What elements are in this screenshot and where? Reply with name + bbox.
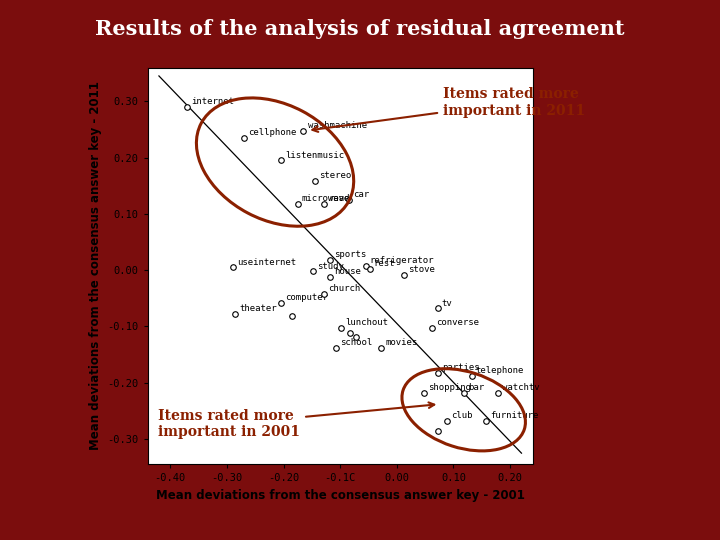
Text: cellphone: cellphone bbox=[248, 128, 297, 137]
Text: movies: movies bbox=[385, 338, 418, 347]
Text: internet: internet bbox=[192, 97, 235, 106]
Text: listenmusic: listenmusic bbox=[285, 151, 344, 160]
Y-axis label: Mean deviations from the consensus answer key - 2011: Mean deviations from the consensus answe… bbox=[89, 82, 102, 450]
Text: Items rated more
important in 2011: Items rated more important in 2011 bbox=[312, 87, 585, 132]
Text: car: car bbox=[353, 190, 369, 199]
Text: Items rated more
important in 2001: Items rated more important in 2001 bbox=[158, 402, 434, 439]
Text: watchtv: watchtv bbox=[502, 383, 539, 392]
X-axis label: Mean deviations from the consensus answer key - 2001: Mean deviations from the consensus answe… bbox=[156, 489, 525, 502]
Text: theater: theater bbox=[240, 305, 277, 313]
Text: telephone: telephone bbox=[476, 366, 524, 375]
Text: stove: stove bbox=[408, 265, 435, 274]
Text: bar: bar bbox=[468, 383, 484, 392]
Text: read: read bbox=[328, 194, 350, 203]
Text: microwave: microwave bbox=[302, 194, 350, 203]
Text: parties: parties bbox=[442, 363, 480, 372]
Text: computer: computer bbox=[285, 293, 328, 302]
Text: rest: rest bbox=[374, 259, 395, 268]
Text: refrigerator: refrigerator bbox=[370, 256, 434, 265]
Text: furniture: furniture bbox=[490, 411, 539, 420]
Text: stereo: stereo bbox=[319, 171, 351, 180]
Text: club: club bbox=[451, 411, 472, 420]
Text: washmachine: washmachine bbox=[307, 121, 366, 130]
Text: church: church bbox=[328, 284, 361, 293]
Text: house: house bbox=[334, 267, 361, 276]
Text: converse: converse bbox=[436, 318, 479, 327]
Text: useinternet: useinternet bbox=[237, 258, 296, 267]
Text: lunchout: lunchout bbox=[346, 318, 389, 327]
Text: Results of the analysis of residual agreement: Results of the analysis of residual agre… bbox=[95, 19, 625, 39]
Text: shopping: shopping bbox=[428, 383, 471, 392]
Text: study: study bbox=[318, 261, 344, 271]
Text: school: school bbox=[340, 338, 372, 347]
Text: tv: tv bbox=[442, 299, 453, 308]
Text: sports: sports bbox=[334, 250, 366, 259]
